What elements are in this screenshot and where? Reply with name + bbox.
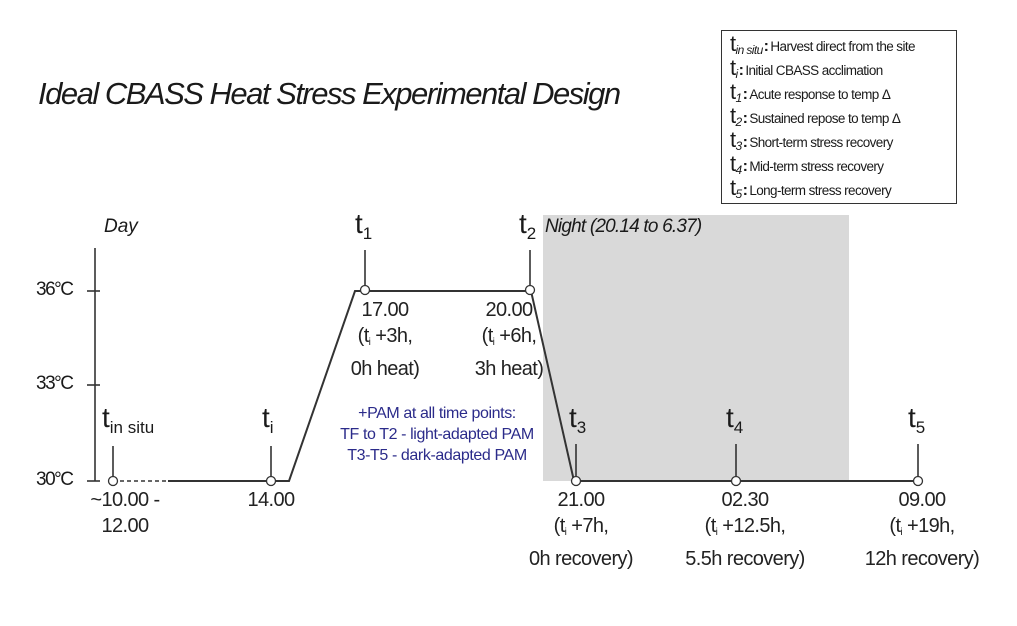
- timepoint-tinsitu: tin situ: [102, 402, 155, 437]
- y-tick-label: 30°C: [36, 469, 74, 490]
- marker-ti: [265, 475, 277, 487]
- time-label-tinsitu: ~10.00 - 12.00: [90, 489, 160, 537]
- night-label: Night (20.14 to 6.37): [545, 216, 702, 237]
- time-label-t3: 21.00 (ti +7h, 0h recovery): [529, 489, 634, 570]
- pam-note: +PAM at all time points: TF to T2 - ligh…: [340, 405, 534, 464]
- y-tick-label: 33°C: [36, 373, 74, 394]
- timepoint-t1: t1: [355, 208, 373, 243]
- time-label-t1: 17.00 (ti +3h, 0h heat): [350, 299, 420, 380]
- timepoint-t2: t2: [519, 208, 537, 243]
- night-region: [543, 215, 849, 481]
- marker-tinsitu: [107, 475, 119, 487]
- legend-box: tin situ: Harvest direct from the site ti…: [721, 30, 957, 204]
- legend-item: t2: Sustained repose to temp Δ: [730, 103, 901, 129]
- time-label-t4: 02.30 (ti +12.5h, 5.5h recovery): [685, 489, 805, 570]
- marker-t4: [730, 475, 742, 487]
- legend-item: t4: Mid-term stress recovery: [730, 151, 884, 177]
- time-label-ti: 14.00: [247, 489, 295, 511]
- page-title: Ideal CBASS Heat Stress Experimental Des…: [38, 76, 621, 111]
- marker-t1: [359, 284, 371, 296]
- timepoint-t3: t3: [569, 402, 587, 437]
- timepoint-ti: ti: [262, 402, 274, 437]
- marker-t3: [570, 475, 582, 487]
- timepoint-t5: t5: [908, 402, 926, 437]
- legend-item: tin situ: Harvest direct from the site: [730, 31, 916, 57]
- time-label-t2: 20.00 (ti +6h, 3h heat): [474, 299, 544, 380]
- marker-t5: [912, 475, 924, 487]
- time-label-t5: 09.00 (ti +19h, 12h recovery): [864, 489, 980, 570]
- y-tick-label: 36°C: [36, 279, 74, 300]
- legend-item: t1: Acute response to temp Δ: [730, 79, 891, 105]
- legend-item: ti: Initial CBASS acclimation: [730, 55, 883, 81]
- timepoint-t4: t4: [726, 402, 744, 437]
- day-label: Day: [104, 216, 138, 237]
- legend-item: t5: Long-term stress recovery: [730, 175, 892, 201]
- marker-t2: [524, 284, 536, 296]
- legend-item: t3: Short-term stress recovery: [730, 127, 893, 153]
